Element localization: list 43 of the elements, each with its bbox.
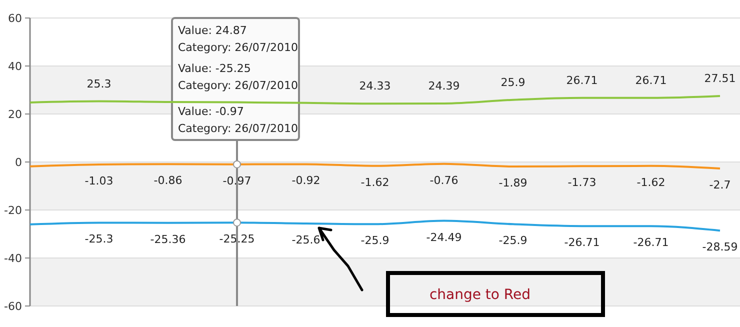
data-label: -0.92	[292, 174, 320, 188]
data-label: -25.6	[292, 233, 320, 246]
data-label: -25.3	[84, 232, 114, 246]
data-label: 25.9	[500, 76, 526, 89]
data-label: -0.86	[154, 174, 182, 188]
data-label: 24.39	[428, 79, 460, 92]
data-label: -25.9	[498, 234, 528, 248]
data-label: -1.62	[636, 176, 666, 189]
data-label: -28.59	[702, 240, 738, 254]
data-label: -1.89	[498, 176, 528, 190]
data-label: -1.62	[360, 176, 390, 189]
annotation: Value: -25.25	[178, 62, 251, 75]
data-label: 24.33	[359, 80, 391, 93]
data-label: -1.03	[84, 174, 114, 188]
y-tick-label: -60	[4, 300, 22, 313]
y-tick-label: -40	[4, 252, 22, 265]
data-label: 26.71	[635, 74, 667, 87]
y-tick-label: 20	[8, 108, 22, 121]
data-label: -0.76	[430, 174, 458, 187]
data-label: 25.3	[86, 77, 112, 90]
annotation: Category: 26/07/2010	[178, 79, 298, 92]
line-series	[29, 218, 721, 232]
data-label: -26.71	[633, 236, 669, 250]
data-label: -26.71	[564, 236, 600, 250]
data-label: -1.73	[568, 176, 596, 190]
data-label: 26.71	[566, 74, 598, 87]
data-label: -0.97	[222, 174, 252, 188]
data-label: -25.25	[219, 232, 255, 246]
y-tick-label: 0	[15, 156, 22, 169]
line-series	[29, 94, 721, 105]
data-label: -25.9	[360, 234, 390, 248]
data-label: -25.36	[150, 232, 186, 246]
data-label: -2.7	[709, 178, 731, 192]
annotation: Category: 26/07/2010	[178, 41, 298, 54]
y-tick-label: -20	[4, 204, 22, 217]
data-label: 27.51	[704, 72, 736, 85]
annotation: change to Red	[429, 287, 531, 303]
annotation: Value: -0.97	[178, 105, 244, 118]
annotation: Value: 24.87	[178, 24, 247, 37]
annotation: Category: 26/07/2010	[178, 122, 298, 135]
y-tick-label: 40	[8, 60, 22, 73]
data-label: -24.49	[426, 230, 462, 244]
y-tick-label: 60	[8, 12, 22, 25]
